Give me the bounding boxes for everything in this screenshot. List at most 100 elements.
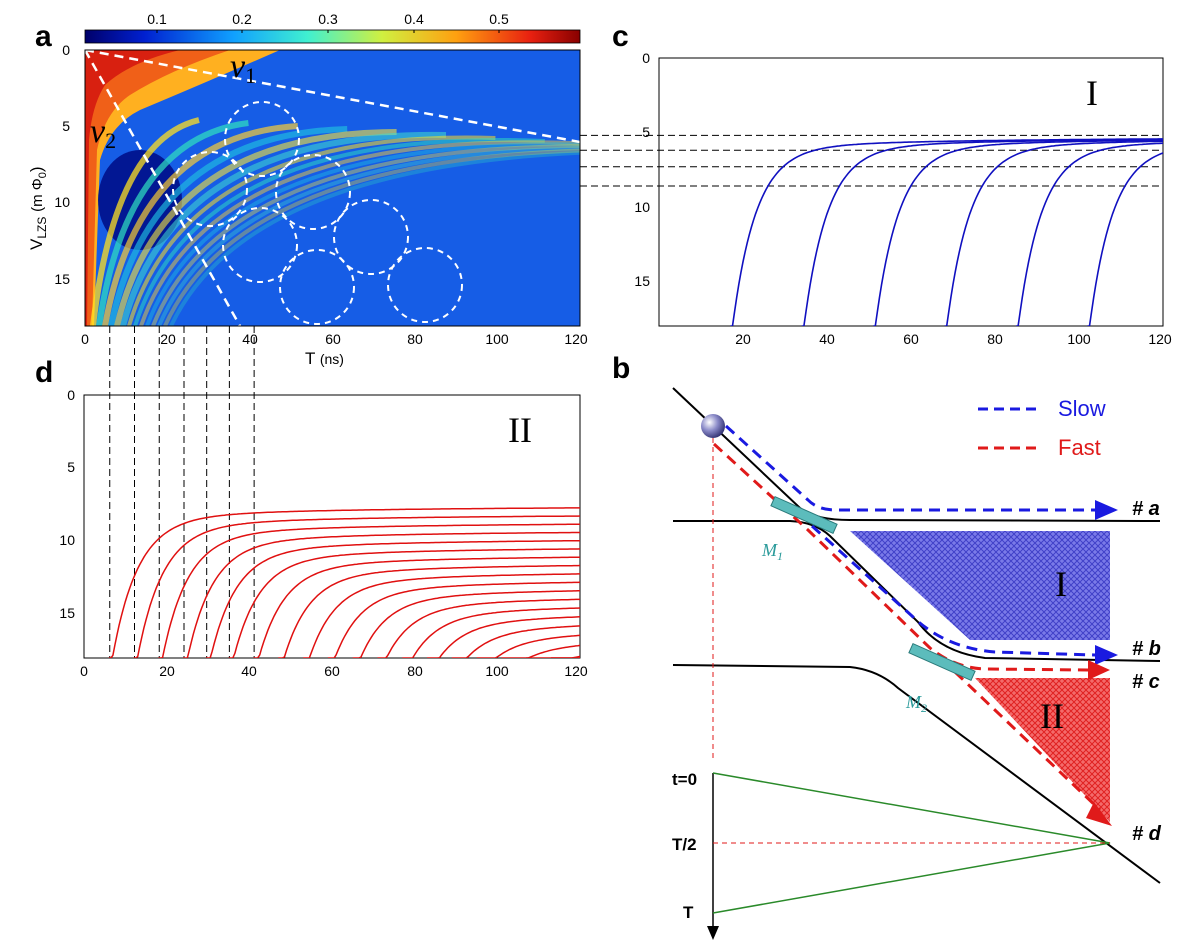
y-tick-label: 0: [62, 42, 70, 58]
panel-c-x-ticks: 20 40 60 80 100 120: [735, 331, 1172, 347]
heatmap-fringes: [90, 117, 580, 326]
x-tick-label: 120: [564, 663, 588, 679]
panel-d-letter: d: [35, 356, 53, 389]
node-circle: [222, 207, 298, 283]
state-a-label: # a: [1132, 498, 1160, 520]
slow-path-b: [810, 524, 1096, 657]
panel-c-curve: [801, 138, 1163, 326]
heatmap-fringe: [90, 117, 200, 326]
colorbar-ticks: 0.1 0.2 0.3 0.4 0.5: [147, 11, 509, 33]
x-tick-label: 40: [241, 663, 257, 679]
x-tick-label: 60: [325, 331, 341, 347]
region-II-label: II: [1040, 696, 1064, 736]
level-lower-path: [672, 664, 1161, 884]
heatmap-fringe: [114, 129, 397, 326]
heatmap-fringe: [96, 120, 249, 326]
panel-d-x-ticks: 0 20 40 60 80 100 120: [80, 663, 588, 679]
panel-b: b Slow Fast I II M1 M2 # a: [612, 352, 1162, 940]
colorbar-tick-label: 0.1: [147, 11, 167, 27]
colorbar-tick-label: 0.3: [318, 11, 338, 27]
arrow-head-d: [1086, 802, 1112, 826]
mirror-M1: [770, 495, 838, 535]
y-tick-label: 5: [62, 118, 70, 134]
panel-c-letter: c: [612, 20, 629, 53]
particle-ball: [701, 414, 725, 438]
x-tick-label: 60: [324, 663, 340, 679]
time-label-t0: t=0: [672, 770, 697, 789]
nu2-label: ν2: [90, 113, 116, 153]
panel-c-curve: [873, 139, 1163, 326]
panel-d-curve: [253, 556, 580, 658]
node-circle: [387, 247, 463, 323]
state-d-label: # d: [1132, 823, 1162, 845]
panel-d-curve: [278, 564, 580, 658]
panel-a-y-ticks: 0 5 10 15: [54, 42, 70, 287]
heatmap-fringe: [120, 131, 447, 326]
x-tick-label: 80: [407, 663, 423, 679]
panel-c-region-label: I: [1086, 73, 1098, 113]
panel-d-frame: [83, 394, 581, 659]
panel-d-curve: [133, 515, 580, 658]
heatmap-fringe: [133, 138, 545, 326]
panel-a-frame: [84, 49, 581, 327]
arrow-head-c: [1088, 660, 1110, 680]
panel-a-x-ticks: 0 20 40 60 80 100 120: [81, 331, 588, 347]
heatmap-fringe: [163, 148, 580, 326]
panel-d-y-ticks: 0 5 10 15: [59, 387, 75, 621]
arrow-head-b: [1095, 645, 1118, 665]
x-tick-label: 60: [903, 331, 919, 347]
node-circles: [172, 101, 463, 325]
y-tick-label: 15: [54, 271, 70, 287]
mirror-M2: [908, 642, 976, 682]
colorbar-tick-label: 0.4: [404, 11, 424, 27]
panel-d-curve: [501, 644, 580, 658]
x-tick-label: 40: [819, 331, 835, 347]
panel-d-curve: [205, 539, 580, 658]
panel-a-letter: a: [35, 20, 52, 53]
heatmap-fringe: [145, 142, 580, 326]
panel-d-curve: [228, 548, 580, 658]
panel-d-curve: [158, 523, 580, 658]
x-tick-label: 100: [485, 331, 509, 347]
panel-d-curve: [402, 607, 580, 658]
heatmap-fringe: [108, 126, 348, 326]
panel-d-curve: [377, 598, 580, 658]
fast-path-d: [953, 670, 1102, 812]
nu1-label: ν1: [230, 48, 256, 88]
panel-d: d II 0 5 10 15 0 20 40 60 80 100 120: [35, 326, 588, 679]
level-upper-path: [673, 520, 1161, 662]
legend-slow-label: Slow: [1058, 396, 1106, 421]
y-tick-label: 15: [634, 273, 650, 289]
node-circle: [275, 154, 351, 230]
node-circle: [224, 101, 300, 177]
y-tick-label: 0: [67, 387, 75, 403]
panel-d-curve: [108, 507, 580, 658]
time-label-T: T: [683, 903, 694, 922]
panel-c: c I 0 5 10 15 20 40 60 80 100 120: [580, 20, 1172, 347]
y-tick-label: 10: [54, 194, 70, 210]
x-tick-label: 0: [81, 331, 89, 347]
y-tick-label: 5: [642, 124, 650, 140]
x-tick-label: 20: [159, 663, 175, 679]
state-b-label: # b: [1132, 638, 1161, 660]
node-circle: [279, 249, 355, 325]
x-tick-label: 40: [242, 331, 258, 347]
fast-path-c: [712, 442, 1089, 672]
x-tick-label: 120: [1148, 331, 1172, 347]
nu2-boundary: [85, 50, 242, 326]
panel-c-curve: [1087, 152, 1163, 326]
panel-b-letter: b: [612, 352, 630, 385]
x-tick-label: 20: [735, 331, 751, 347]
x-tick-label: 80: [407, 331, 423, 347]
panel-d-curve: [352, 590, 580, 658]
panel-d-curve: [476, 634, 580, 658]
x-tick-label: 0: [80, 663, 88, 679]
time-axis-arrow: [707, 926, 719, 940]
y-tick-label: 10: [634, 199, 650, 215]
y-tick-label: 0: [642, 50, 650, 66]
y-tick-label: 15: [59, 605, 75, 621]
panel-c-curve: [944, 140, 1163, 326]
x-tick-label: 20: [160, 331, 176, 347]
panel-a-xlabel: T (ns): [305, 349, 344, 368]
